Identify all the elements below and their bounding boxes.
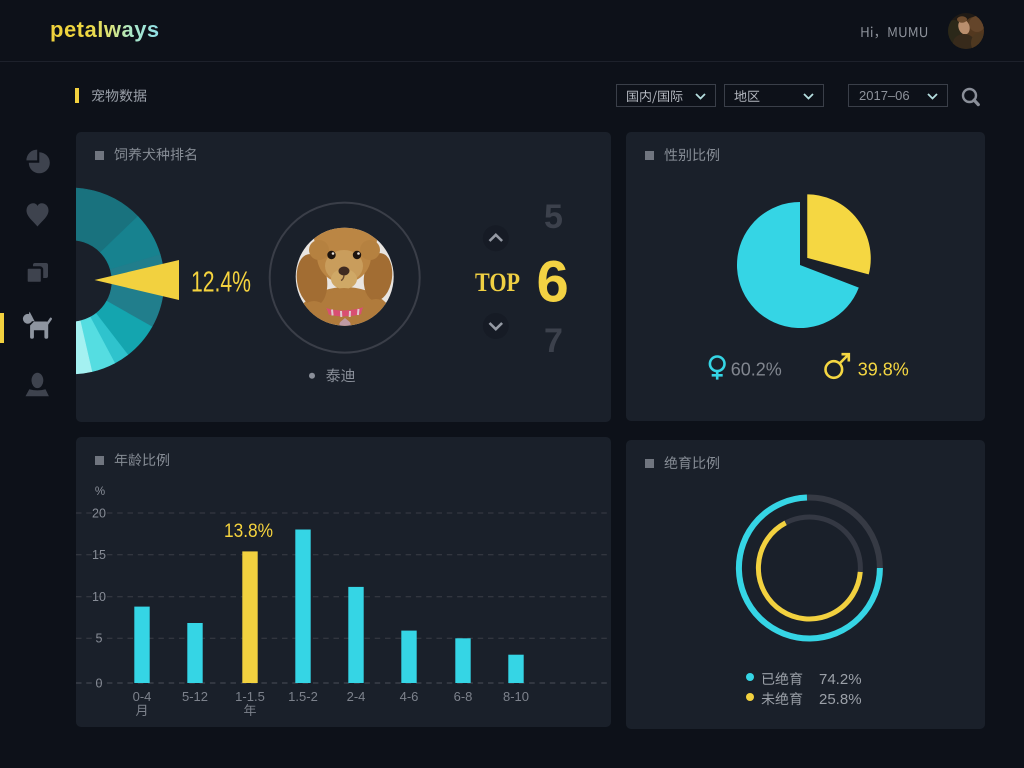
svg-text:5: 5 (96, 632, 103, 646)
svg-text:10: 10 (92, 590, 106, 604)
svg-text:TOP: TOP (475, 268, 520, 297)
svg-text:60.2%: 60.2% (731, 360, 782, 380)
svg-text:2-4: 2-4 (347, 689, 366, 704)
svg-text:4-6: 4-6 (400, 689, 419, 704)
svg-text:1.5-2: 1.5-2 (288, 689, 318, 704)
svg-text:6-8: 6-8 (454, 689, 473, 704)
svg-text:13.8%: 13.8% (224, 521, 273, 542)
svg-text:74.2%: 74.2% (819, 671, 862, 688)
svg-text:39.8%: 39.8% (858, 360, 909, 380)
svg-text:5-12: 5-12 (182, 689, 208, 704)
svg-text:8-10: 8-10 (503, 689, 529, 704)
svg-text:1-1.5: 1-1.5 (235, 689, 265, 704)
svg-text:5: 5 (544, 198, 563, 236)
svg-text:20: 20 (92, 507, 106, 521)
svg-text:7: 7 (544, 322, 563, 360)
svg-text:25.8%: 25.8% (819, 691, 862, 708)
svg-text:%: % (95, 486, 105, 498)
svg-text:12.4%: 12.4% (191, 267, 251, 299)
svg-text:0: 0 (96, 677, 103, 691)
svg-text:6: 6 (537, 250, 569, 315)
svg-text:0-4: 0-4 (133, 689, 152, 704)
svg-text:15: 15 (92, 548, 106, 562)
